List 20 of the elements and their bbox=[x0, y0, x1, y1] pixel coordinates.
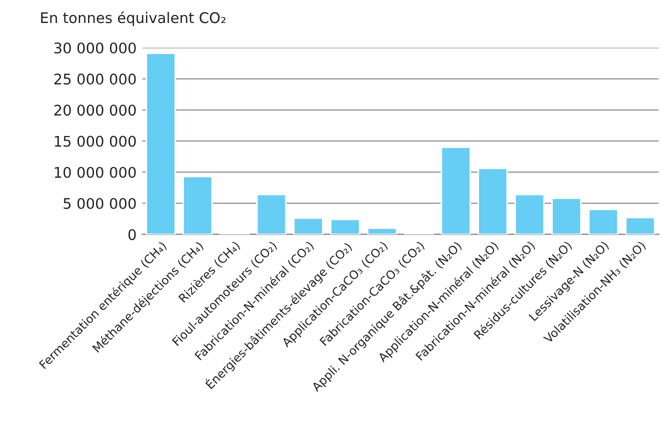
bar bbox=[440, 146, 471, 234]
bar bbox=[551, 198, 582, 234]
y-tick-label: 15 000 000 bbox=[54, 136, 136, 147]
bar bbox=[330, 218, 360, 234]
y-tick-label: 30 000 000 bbox=[54, 42, 136, 54]
y-tick-label: 20 000 000 bbox=[54, 104, 136, 116]
y-tick-label: 5 000 000 bbox=[64, 198, 136, 210]
y-tick-label: 25 000 000 bbox=[54, 74, 136, 85]
bar bbox=[182, 176, 213, 234]
bar bbox=[366, 227, 398, 234]
bar bbox=[514, 194, 545, 234]
y-tick-label: 10 000 000 bbox=[54, 166, 136, 178]
bar bbox=[293, 217, 324, 234]
y-tick-label: 0 bbox=[128, 229, 136, 240]
bar bbox=[588, 208, 618, 234]
bar bbox=[625, 216, 656, 234]
bar bbox=[256, 194, 286, 234]
bar bbox=[478, 168, 508, 234]
bar bbox=[146, 52, 176, 234]
y-axis-title: En tonnes équivalent CO₂ bbox=[41, 11, 226, 26]
